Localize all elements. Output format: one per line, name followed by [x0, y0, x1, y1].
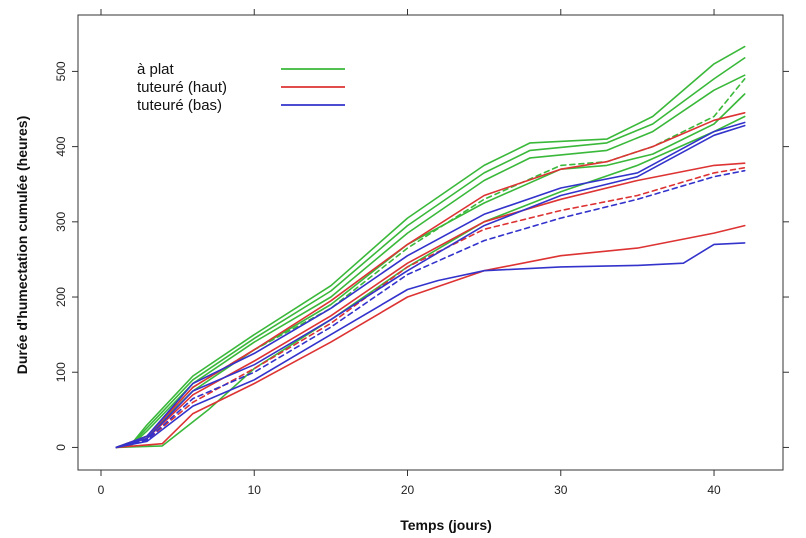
series-line-3 [115, 74, 746, 449]
y-tick-label: 400 [54, 136, 68, 156]
y-tick-label: 0 [54, 444, 68, 451]
legend-label: tuteuré (haut) [137, 79, 227, 96]
x-tick-label: 40 [707, 483, 721, 497]
y-tick-label: 100 [54, 362, 68, 382]
series-lines [115, 45, 746, 449]
x-axis-title: Temps (jours) [400, 517, 492, 533]
series-line-1 [115, 45, 746, 449]
legend-label: tuteuré (bas) [137, 97, 222, 114]
y-axis-title: Durée d'humectation cumulée (heures) [14, 116, 30, 375]
series-line-14 [115, 242, 746, 449]
x-tick-label: 0 [98, 483, 105, 497]
plot-frame [77, 14, 784, 471]
y-tick-label: 300 [54, 211, 68, 231]
x-tick-label: 10 [248, 483, 262, 497]
series-line-9 [115, 166, 746, 449]
series-line-7 [115, 112, 746, 449]
series-line-8 [115, 162, 746, 449]
series-line-13 [115, 169, 746, 449]
series-line-2 [115, 57, 746, 449]
x-tick-label: 20 [401, 483, 415, 497]
series-line-10 [115, 224, 746, 449]
series-line-5 [115, 78, 746, 449]
y-tick-label: 200 [54, 287, 68, 307]
legend-label: à plat [137, 61, 175, 78]
series-line-11 [115, 121, 746, 449]
x-tick-label: 30 [554, 483, 568, 497]
y-tick-label: 500 [54, 61, 68, 81]
series-line-12 [115, 124, 746, 449]
